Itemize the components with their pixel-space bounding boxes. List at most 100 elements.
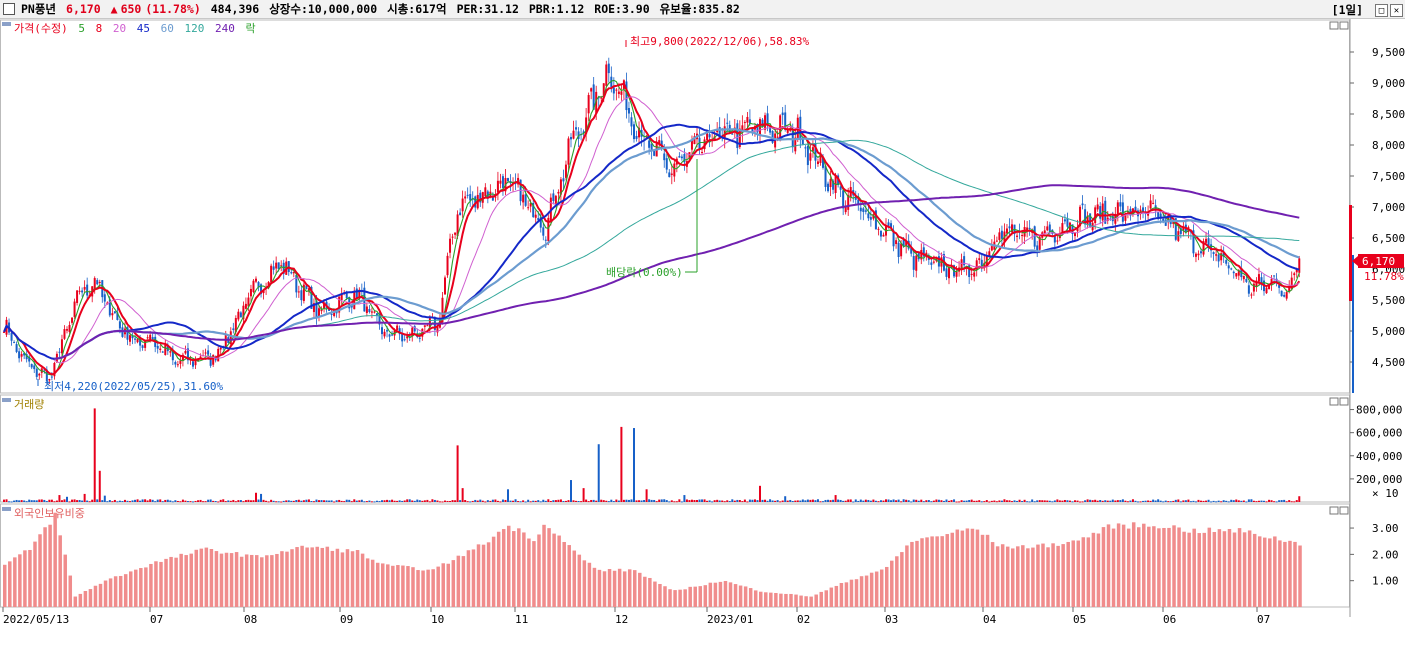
volume-bar <box>1197 499 1200 502</box>
candle-body <box>635 135 638 139</box>
panel-menu-icon[interactable] <box>2 507 11 511</box>
candle-body <box>1194 253 1197 257</box>
close-icon[interactable]: ✕ <box>1390 3 1403 17</box>
volume-bar <box>93 408 96 502</box>
volume-bar <box>255 492 257 502</box>
volume-bar <box>1109 500 1112 502</box>
volume-bar <box>1257 500 1260 502</box>
candle-body <box>1215 254 1218 256</box>
candle-body <box>572 130 575 139</box>
foreign-bar <box>129 571 133 607</box>
candle-body <box>822 156 824 168</box>
candle-body <box>1016 235 1019 237</box>
period-selector[interactable]: [1일] <box>1331 3 1363 17</box>
candle-body <box>612 87 615 94</box>
candle-body <box>1205 238 1208 243</box>
candle-body <box>1273 275 1276 277</box>
volume-bar <box>605 500 608 502</box>
volume-bar <box>222 499 225 502</box>
volume-bar <box>151 499 154 502</box>
volume-bar <box>711 501 714 503</box>
foreign-tick-label: 1.00 <box>1372 575 1399 588</box>
ma-line-240 <box>54 184 1300 360</box>
panel-menu-icon[interactable] <box>2 398 11 402</box>
volume-bar <box>348 499 351 502</box>
volume-bar <box>847 499 850 502</box>
volume-bar <box>592 499 595 502</box>
foreign-bar <box>653 581 657 607</box>
price-change-pct: (11.78%) <box>145 2 201 16</box>
volume-bar <box>1137 501 1139 503</box>
candle-body <box>570 137 572 140</box>
volume-bar <box>887 499 890 502</box>
volume-bar <box>627 499 630 502</box>
foreign-bar <box>103 580 108 607</box>
foreign-bar <box>592 567 597 607</box>
volume-bar <box>1288 500 1291 502</box>
foreign-bar <box>204 547 209 607</box>
candle-body <box>668 172 671 178</box>
volume-bar <box>920 499 923 502</box>
panel-minimize-icon[interactable] <box>1329 21 1339 30</box>
candle-body <box>970 273 973 275</box>
foreign-bar <box>355 550 360 607</box>
candle-body <box>1288 286 1291 292</box>
volume-bar <box>204 501 207 503</box>
foreign-bar <box>1041 543 1045 607</box>
volume-bar <box>779 501 782 503</box>
volume-bar <box>1182 500 1185 502</box>
stock-chart[interactable]: 가격(수정) 5 8 20 45 60 120 240 락 거래량 외국인보유비… <box>0 19 1405 648</box>
panel-minimize-icon[interactable] <box>1329 397 1339 406</box>
foreign-bar <box>607 569 612 607</box>
last-price-label: 6,170 <box>1362 255 1395 268</box>
volume-bar <box>40 499 43 502</box>
panel-minimize-icon[interactable] <box>1329 506 1339 515</box>
foreign-bar <box>401 565 405 607</box>
volume-bar <box>249 500 252 502</box>
maximize-icon[interactable]: □ <box>1375 3 1388 17</box>
foreign-bar <box>184 555 188 607</box>
panel-close-icon[interactable] <box>1339 397 1349 406</box>
candle-body <box>751 128 754 132</box>
panel-menu-icon[interactable] <box>2 22 11 26</box>
date-tick-label: 12 <box>615 613 628 626</box>
volume-bar <box>1089 499 1092 502</box>
volume-bar <box>343 501 346 503</box>
volume-bar <box>431 499 434 502</box>
volume-bar <box>202 501 205 503</box>
volume-bar <box>305 499 308 502</box>
foreign-bar <box>265 555 269 607</box>
candle-body <box>726 122 729 124</box>
volume-bar <box>1268 499 1271 502</box>
panel-close-icon[interactable] <box>1339 506 1349 515</box>
volume-bar <box>930 501 933 503</box>
volume-bar <box>950 500 953 502</box>
volume-bar <box>726 500 729 502</box>
candle-body <box>1142 207 1145 213</box>
candle-body <box>995 240 998 242</box>
candle-body <box>988 251 991 258</box>
legend-ma20: 20 <box>113 22 126 35</box>
candle-body <box>1089 213 1092 227</box>
foreign-bar <box>804 596 808 607</box>
foreign-bar <box>345 549 350 607</box>
volume-bar <box>685 499 688 502</box>
candle-body <box>1182 227 1185 231</box>
volume-bar <box>181 499 184 502</box>
select-checkbox[interactable] <box>3 3 15 15</box>
volume-bar <box>615 499 618 502</box>
candle-body <box>688 152 691 159</box>
candle-body <box>1162 218 1165 222</box>
foreign-bar <box>693 586 697 607</box>
candle-body <box>1021 235 1024 237</box>
panel-close-icon[interactable] <box>1339 21 1349 30</box>
candle-body <box>159 348 162 350</box>
candle-body <box>789 129 792 131</box>
volume-bar <box>1157 499 1160 502</box>
volume-bar <box>411 500 414 502</box>
volume-bar <box>315 499 318 502</box>
foreign-bar <box>1051 543 1055 607</box>
candle-body <box>426 325 429 327</box>
volume-bar <box>529 501 532 503</box>
volume-bar <box>381 500 383 502</box>
